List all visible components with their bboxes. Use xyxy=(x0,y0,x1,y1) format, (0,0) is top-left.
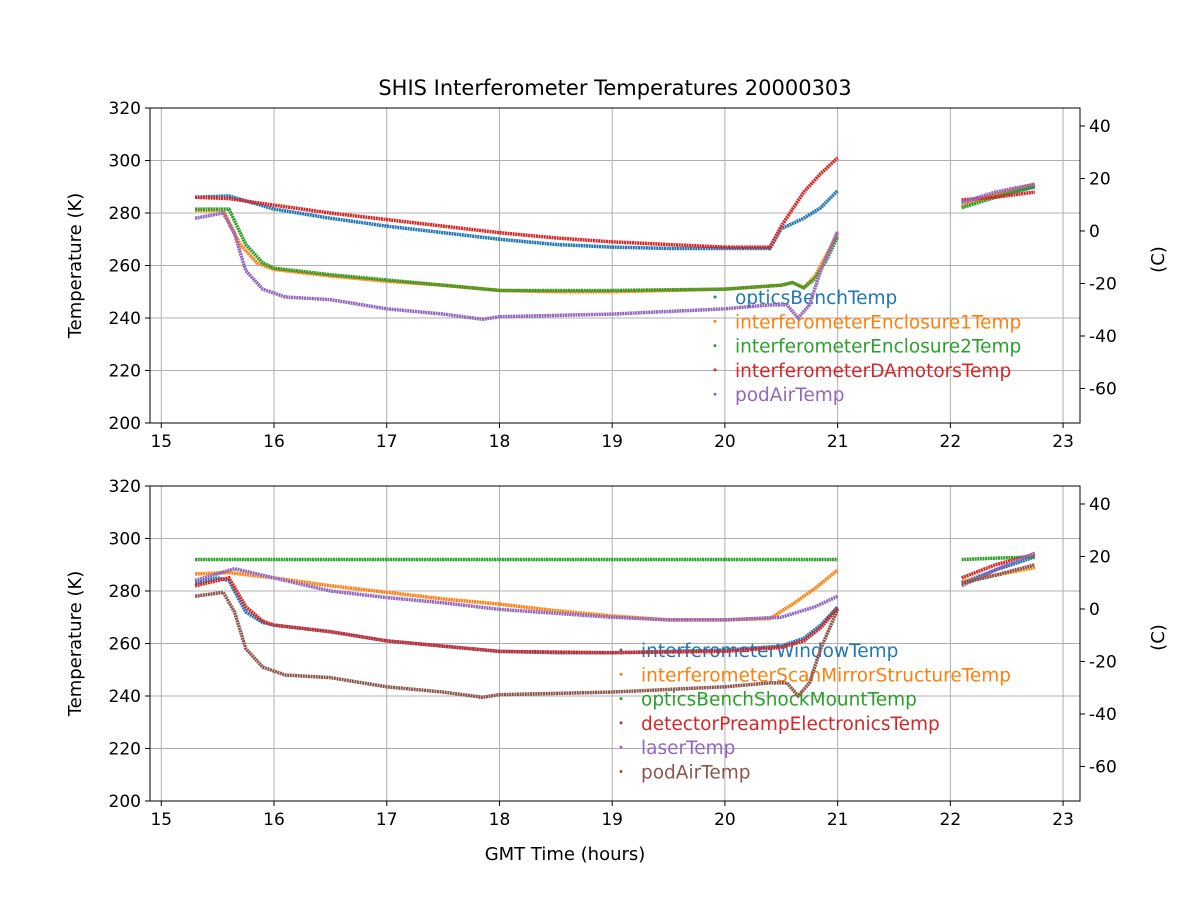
series-line-laserTemp xyxy=(194,566,839,622)
legend-label: interferometerEnclosure1Temp xyxy=(735,312,1021,333)
legend-label: podAirTemp xyxy=(735,385,845,406)
series-line-laserTemp xyxy=(960,551,1036,588)
legend-label: podAirTemp xyxy=(641,763,751,784)
y-tick-label: 300 xyxy=(109,530,141,550)
series-line-podAirTemp xyxy=(194,211,840,322)
legend-label: interferometerScanMirrorStructureTemp xyxy=(641,665,1011,686)
y-tick-label: 220 xyxy=(109,362,141,382)
legend-marker xyxy=(713,392,717,396)
legend-label: opticsBenchTemp xyxy=(735,288,897,309)
y-tick-label: 220 xyxy=(109,740,141,760)
y-axis-label: Temperature (K) xyxy=(65,571,86,718)
x-tick-label: 21 xyxy=(827,432,849,452)
x-tick-label: 20 xyxy=(714,810,736,830)
right-y-tick-label: 20 xyxy=(1089,169,1111,189)
series-line-podAirTemp xyxy=(961,563,1036,585)
legend-marker xyxy=(713,368,717,372)
x-tick-label: 19 xyxy=(601,432,623,452)
series-line-podAirTemp xyxy=(961,182,1036,205)
legend-marker xyxy=(619,721,623,725)
right-y-tick-label: -40 xyxy=(1089,705,1117,725)
y-tick-label: 320 xyxy=(109,477,141,497)
x-tick-label: 23 xyxy=(1052,810,1074,830)
y-tick-label: 260 xyxy=(109,635,141,655)
legend-label: interferometerDAmotorsTemp xyxy=(735,361,1011,382)
series-line-opticsBenchTemp xyxy=(195,189,839,251)
right-y-tick-label: -20 xyxy=(1089,274,1117,294)
right-y-tick-label: -20 xyxy=(1089,652,1117,672)
right-y-tick-label: -40 xyxy=(1089,327,1117,347)
x-tick-label: 18 xyxy=(489,432,511,452)
x-tick-label: 16 xyxy=(263,432,285,452)
legend-marker xyxy=(619,770,623,773)
series-line-detectorPreampElectronicsTemp xyxy=(194,575,839,655)
right-y-tick-label: 0 xyxy=(1089,600,1100,620)
series-line-interferometerDAmotorsTemp xyxy=(195,156,839,249)
right-y-tick-label: 0 xyxy=(1089,222,1100,242)
x-tick-label: 19 xyxy=(601,810,623,830)
legend-label: laserTemp xyxy=(641,738,735,759)
axes-frame xyxy=(149,107,1081,424)
legend-label: interferometerWindowTemp xyxy=(641,641,898,662)
y-tick-label: 280 xyxy=(109,204,141,224)
legend-marker xyxy=(619,745,623,749)
legend-marker xyxy=(619,697,623,701)
legend-label: opticsBenchShockMountTemp xyxy=(641,690,917,711)
x-tick-label: 15 xyxy=(150,810,172,830)
x-tick-label: 16 xyxy=(263,810,285,830)
axes-frame xyxy=(149,485,1081,802)
legend-label: interferometerEnclosure2Temp xyxy=(735,337,1021,358)
series-line-interferometerWindowTemp xyxy=(194,576,839,655)
right-y-tick-label: -60 xyxy=(1089,379,1117,399)
right-y-tick-label: 40 xyxy=(1089,117,1111,137)
y-tick-label: 300 xyxy=(109,152,141,172)
y-tick-label: 200 xyxy=(109,792,141,812)
bottom-axes: 15 16 17 18 19 20 21 22 232002202402602803003204… xyxy=(65,477,1169,865)
right-y-tick-label: -60 xyxy=(1089,757,1117,777)
right-y-tick-label: 40 xyxy=(1089,495,1111,515)
x-tick-label: 17 xyxy=(376,432,398,452)
right-y-axis-label: (C) xyxy=(1148,246,1169,273)
legend-marker xyxy=(619,648,623,652)
y-axis-label: Temperature (K) xyxy=(65,193,86,340)
x-tick-label: 21 xyxy=(827,810,849,830)
right-y-tick-label: 20 xyxy=(1089,547,1111,567)
x-tick-label: 22 xyxy=(940,810,962,830)
chart-title: SHIS Interferometer Temperatures 2000030… xyxy=(378,76,851,100)
legend-marker xyxy=(713,295,717,299)
legend-marker xyxy=(713,344,717,348)
series-line-interferometerEnclosure2Temp xyxy=(195,207,840,293)
x-tick-label: 23 xyxy=(1052,432,1074,452)
y-tick-label: 240 xyxy=(109,687,141,707)
top-axes: 15 16 17 18 19 20 21 22 232002202402602803003204… xyxy=(65,99,1169,452)
x-axis-label: GMT Time (hours) xyxy=(485,844,646,865)
y-tick-label: 260 xyxy=(109,257,141,277)
y-tick-label: 200 xyxy=(109,414,141,434)
x-tick-label: 17 xyxy=(376,810,398,830)
x-tick-label: 20 xyxy=(714,432,736,452)
x-tick-label: 15 xyxy=(150,432,172,452)
series-line-interferometerEnclosure1Temp xyxy=(195,208,840,294)
x-tick-label: 18 xyxy=(489,810,511,830)
y-tick-label: 320 xyxy=(109,99,141,119)
right-y-axis-label: (C) xyxy=(1148,624,1169,651)
series-line-podAirTemp xyxy=(194,590,840,700)
y-tick-label: 240 xyxy=(109,309,141,329)
legend-marker xyxy=(713,319,717,323)
series-line-interferometerScanMirrorStructureTemp xyxy=(195,568,839,622)
legend-label: detectorPreampElectronicsTemp xyxy=(641,714,940,735)
y-tick-label: 280 xyxy=(109,582,141,602)
legend-marker xyxy=(619,672,623,676)
x-tick-label: 22 xyxy=(940,432,962,452)
